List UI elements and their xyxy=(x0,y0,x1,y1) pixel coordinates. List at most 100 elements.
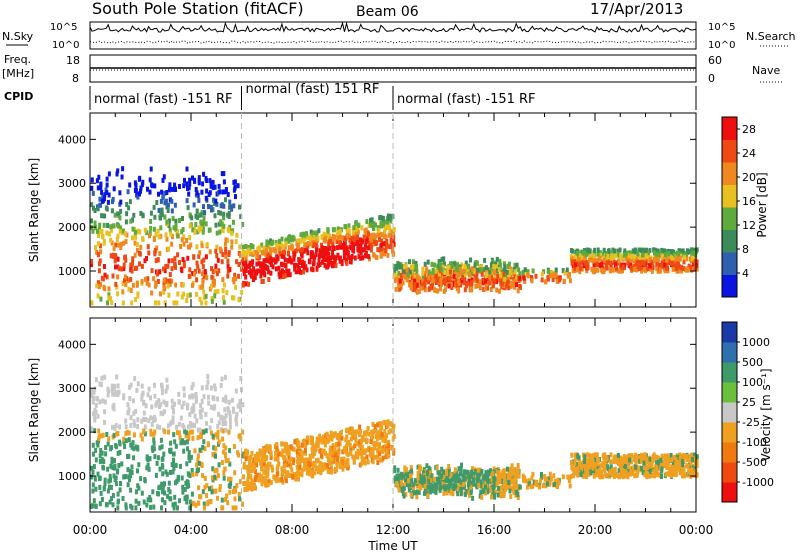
echo-cell xyxy=(417,283,421,289)
echo-cell xyxy=(395,481,398,487)
echo-cell xyxy=(609,260,612,266)
echo-cell xyxy=(415,274,419,280)
echo-cell xyxy=(323,438,327,444)
echo-cell xyxy=(363,450,366,455)
echo-cell xyxy=(244,268,248,273)
echo-cell xyxy=(627,253,631,259)
echo-cell xyxy=(311,442,315,448)
echo-cell xyxy=(563,270,567,276)
echo-cell xyxy=(170,198,174,204)
echo-cell xyxy=(499,272,503,278)
echo-cell xyxy=(650,472,654,478)
echo-cell xyxy=(419,481,423,486)
echo-cell xyxy=(503,264,507,270)
echo-cell xyxy=(163,409,167,415)
echo-cell xyxy=(311,450,314,456)
echo-cell xyxy=(351,229,355,235)
echo-cell xyxy=(257,457,261,463)
echo-cell xyxy=(223,374,227,380)
echo-cell xyxy=(214,432,218,438)
echo-cell xyxy=(633,255,637,261)
echo-cell xyxy=(317,465,321,471)
echo-cell xyxy=(150,404,154,410)
echo-cell xyxy=(463,274,467,279)
echo-cell xyxy=(358,237,362,243)
echo-cell xyxy=(361,255,365,261)
echo-cell xyxy=(515,472,519,478)
colorbar-tick-label: 1000 xyxy=(742,336,770,349)
echo-cell xyxy=(622,474,625,480)
echo-cell xyxy=(500,490,504,496)
echo-cell xyxy=(170,234,174,240)
echo-cell xyxy=(295,438,299,444)
echo-cell xyxy=(102,222,106,228)
echo-cell xyxy=(464,489,468,495)
echo-cell xyxy=(515,282,518,288)
echo-cell xyxy=(400,486,404,492)
echo-cell xyxy=(447,485,451,491)
echo-cell xyxy=(113,258,117,264)
colorbar-swatch xyxy=(722,274,737,298)
echo-cell xyxy=(106,223,110,228)
echo-cell xyxy=(334,442,338,447)
echo-cell xyxy=(427,479,431,484)
echo-cell xyxy=(239,376,243,381)
echo-cell xyxy=(314,239,318,244)
echo-cell xyxy=(338,464,342,470)
echo-cell xyxy=(518,271,522,277)
echo-cell xyxy=(95,283,99,289)
echo-cell xyxy=(305,231,308,237)
echo-cell xyxy=(301,439,305,445)
echo-cell xyxy=(502,261,506,267)
echo-cell xyxy=(503,478,507,484)
echo-cell xyxy=(224,413,228,418)
echo-cell xyxy=(331,445,335,451)
echo-cell xyxy=(346,462,350,467)
echo-cell xyxy=(165,384,169,390)
echo-cell xyxy=(309,440,313,445)
echo-cell xyxy=(328,448,332,453)
echo-cell xyxy=(373,445,377,451)
echo-cell xyxy=(327,251,331,257)
echo-cell xyxy=(404,467,408,473)
echo-cell xyxy=(676,256,680,262)
echo-cell xyxy=(406,272,410,278)
echo-cell xyxy=(299,448,303,454)
echo-cell xyxy=(509,474,513,480)
echo-cell xyxy=(108,484,111,490)
echo-cell xyxy=(656,248,660,254)
echo-cell xyxy=(497,470,501,476)
echo-cell xyxy=(364,431,368,437)
echo-cell xyxy=(241,453,245,459)
echo-cell xyxy=(688,256,692,262)
echo-cell xyxy=(118,487,122,493)
echo-cell xyxy=(94,486,98,492)
echo-cell xyxy=(298,260,302,266)
echo-cell xyxy=(156,271,159,277)
echo-cell xyxy=(219,219,223,225)
echo-cell xyxy=(323,235,327,241)
echo-cell xyxy=(590,460,594,466)
echo-cell xyxy=(188,177,192,183)
nsearch-label: N.Search xyxy=(746,30,796,43)
echo-cell xyxy=(160,456,164,462)
echo-cell xyxy=(161,411,165,417)
echo-cell xyxy=(386,213,390,219)
echo-cell xyxy=(686,248,690,254)
echo-cell xyxy=(316,235,320,241)
echo-cell xyxy=(267,446,271,452)
echo-cell xyxy=(371,459,375,465)
echo-cell xyxy=(286,446,290,452)
echo-cell xyxy=(331,443,335,449)
echo-cell xyxy=(614,263,618,269)
echo-cell xyxy=(251,259,255,265)
echo-cell xyxy=(508,467,511,473)
echo-cell xyxy=(666,453,670,459)
echo-cell xyxy=(266,465,270,470)
echo-cell xyxy=(241,249,245,254)
echo-cell xyxy=(566,474,570,480)
echo-cell xyxy=(163,286,167,291)
echo-cell xyxy=(128,477,131,482)
echo-cell xyxy=(146,392,150,398)
echo-cell xyxy=(197,178,201,184)
